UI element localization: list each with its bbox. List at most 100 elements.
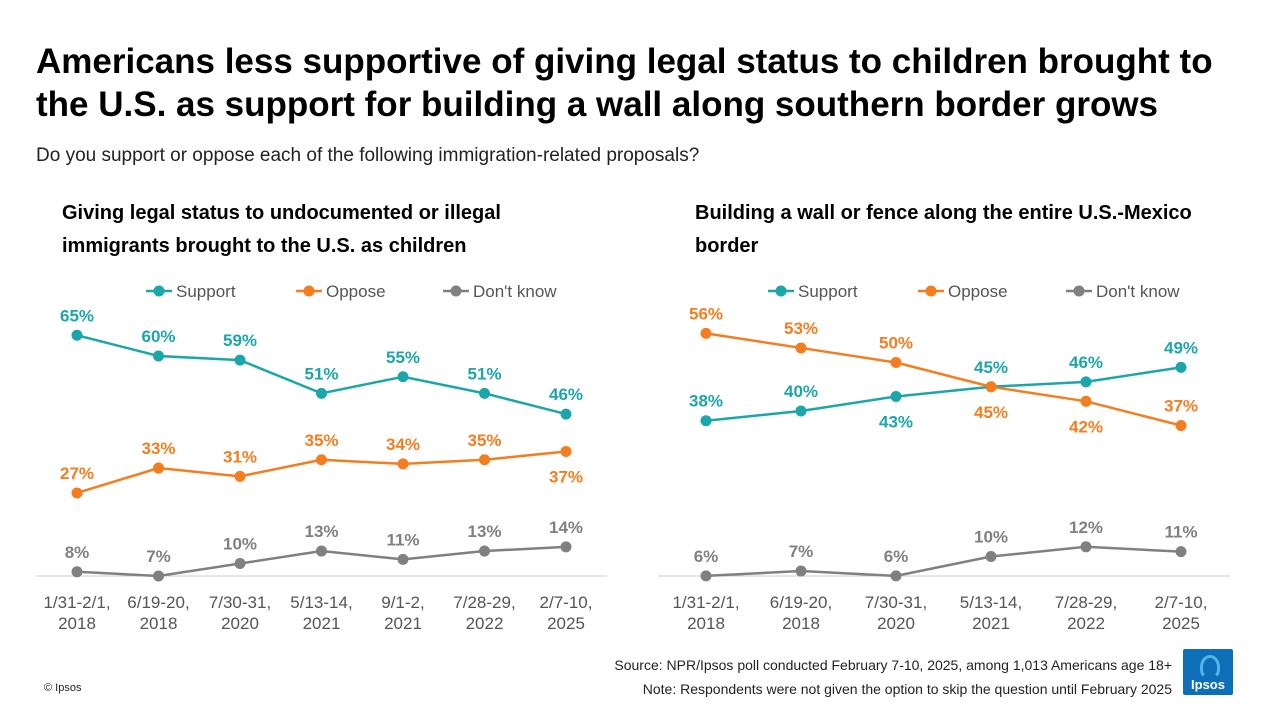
chart0-data-label-oppose: 27% (60, 464, 94, 483)
chart1-data-label-support: 40% (784, 382, 818, 401)
chart0-data-label-dont_know: 13% (467, 522, 501, 541)
chart0-data-label-dont_know: 7% (146, 547, 171, 566)
chart0-point-oppose (560, 445, 572, 457)
chart0-point-dont_know (71, 566, 83, 578)
chart0-legend-label-support: Support (176, 282, 236, 301)
chart0-data-label-oppose: 31% (223, 447, 257, 466)
chart0-point-support (71, 329, 83, 341)
chart0-tick-label-line1: 2/7-10, (540, 593, 593, 612)
chart0-data-label-support: 65% (60, 306, 94, 325)
chart0-data-label-dont_know: 11% (386, 530, 419, 549)
chart0-data-label-oppose: 37% (549, 467, 583, 486)
chart1-point-oppose (890, 357, 902, 368)
chart1-data-label-dont_know: 6% (884, 547, 909, 566)
chart1-data-label-support: 49% (1164, 338, 1198, 357)
chart-subtitle: Do you support or oppose each of the fol… (36, 145, 700, 166)
chart1-point-oppose (1080, 395, 1092, 407)
chart0-legend-marker-oppose (303, 285, 315, 297)
chart1-tick-label-line1: 1/31-2/1, (672, 593, 739, 612)
chart1-data-label-dont_know: 11% (1164, 523, 1197, 542)
chart-title: Americans less supportive of giving lega… (36, 42, 1213, 124)
chart1-data-label-dont_know: 6% (694, 547, 719, 566)
chart1-series-line-dont_know (705, 545, 1182, 578)
chart0-data-label-support: 46% (549, 385, 583, 404)
ipsos-logo-mark-icon (1200, 655, 1220, 679)
chart1-data-label-oppose: 37% (1164, 397, 1198, 416)
chart0-tick-label-line1: 7/30-31, (209, 593, 271, 612)
chart1-point-oppose (700, 327, 712, 339)
chart0-data-label-dont_know: 14% (549, 518, 583, 537)
chart0-point-support (316, 387, 327, 399)
chart1-legend-label-dont_know: Don't know (1096, 282, 1180, 301)
chart1-data-label-oppose: 45% (974, 403, 1008, 422)
chart1-data-label-support: 46% (1069, 353, 1103, 372)
chart1-point-dont_know (1175, 546, 1187, 558)
chart0-point-support (234, 354, 246, 366)
chart0-data-label-dont_know: 13% (304, 522, 338, 541)
chart0-data-label-support: 59% (223, 331, 257, 350)
chart1-tick-label-line2: 2022 (1067, 614, 1105, 633)
chart0-point-oppose (479, 454, 490, 466)
chart0-data-label-oppose: 34% (386, 435, 420, 454)
chart1-legend-label-oppose: Oppose (948, 282, 1008, 301)
chart0-point-oppose (397, 458, 409, 470)
chart1-data-label-oppose: 50% (879, 334, 913, 353)
chart0-tick-label-line1: 7/28-29, (453, 593, 515, 612)
chart1-point-support (795, 405, 807, 417)
chart1-tick-label-line2: 2018 (687, 614, 725, 633)
chart0-data-label-support: 60% (141, 327, 175, 346)
chart0-data-label-support: 51% (467, 364, 501, 383)
chart1-point-dont_know (700, 570, 712, 582)
chart0-tick-label-line2: 2018 (140, 614, 178, 633)
chart1-tick-label-line2: 2025 (1162, 614, 1200, 633)
chart0-tick-label-line2: 2022 (466, 614, 504, 633)
chart0-tick-label-line2: 2020 (221, 614, 259, 633)
chart0-data-label-support: 51% (304, 364, 338, 383)
chart1-legend-label-support: Support (798, 282, 858, 301)
chart0-tick-label-line1: 6/19-20, (127, 593, 189, 612)
legal-status-line-chart: Support Oppose Don't know 1/31-2/1, 2018 6/19… (36, 282, 607, 633)
chart1-data-label-oppose: 53% (784, 319, 818, 338)
chart1-tick-label-line2: 2021 (972, 614, 1010, 633)
chart1-legend-marker-oppose (925, 285, 937, 297)
chart1-point-dont_know (985, 551, 997, 562)
right-panel-title: Building a wall or fence along the entir… (695, 202, 1192, 257)
chart0-tick-label-line2: 2021 (384, 614, 422, 633)
chart1-point-oppose (795, 342, 807, 354)
chart1-legend-marker-support (775, 285, 787, 297)
chart1-data-label-dont_know: 10% (974, 528, 1008, 547)
chart1-tick-label-line1: 7/30-31, (865, 593, 927, 612)
chart0-point-oppose (316, 454, 327, 466)
chart1-series-line-support (705, 366, 1182, 422)
chart0-tick-label-line2: 2018 (58, 614, 96, 633)
chart0-point-oppose (153, 462, 164, 474)
chart0-tick-label-line1: 1/31-2/1, (43, 593, 110, 612)
ipsos-logo-text: Ipsos (1191, 677, 1225, 692)
chart0-data-label-oppose: 35% (467, 431, 501, 450)
chart1-point-dont_know (890, 570, 902, 582)
chart0-point-support (479, 387, 490, 399)
chart1-point-support (890, 390, 902, 402)
chart1-data-label-support: 45% (974, 358, 1008, 377)
chart0-point-dont_know (479, 545, 490, 557)
chart1-point-dont_know (795, 565, 807, 577)
chart0-point-support (560, 408, 572, 420)
source-note: Source: NPR/Ipsos poll conducted Februar… (614, 657, 1172, 673)
chart0-point-dont_know (153, 570, 164, 582)
chart1-point-support (1080, 376, 1092, 388)
ipsos-logo: Ipsos (1183, 649, 1233, 695)
chart1-tick-label-line1: 2/7-10, (1155, 593, 1208, 612)
chart0-data-label-dont_know: 10% (223, 535, 257, 554)
chart0-legend-marker-dont_know (450, 285, 462, 297)
chart0-point-oppose (234, 470, 246, 482)
chart0-legend-label-oppose: Oppose (326, 282, 386, 301)
chart1-tick-label-line1: 5/13-14, (960, 593, 1022, 612)
chart1-point-support (700, 415, 712, 427)
chart0-tick-label-line2: 2021 (303, 614, 341, 633)
left-panel-title: Giving legal status to undocumented or i… (62, 202, 501, 257)
chart0-point-dont_know (234, 558, 246, 569)
chart0-point-support (153, 350, 164, 362)
chart1-point-support (1175, 361, 1187, 373)
chart1-point-oppose (985, 381, 997, 393)
